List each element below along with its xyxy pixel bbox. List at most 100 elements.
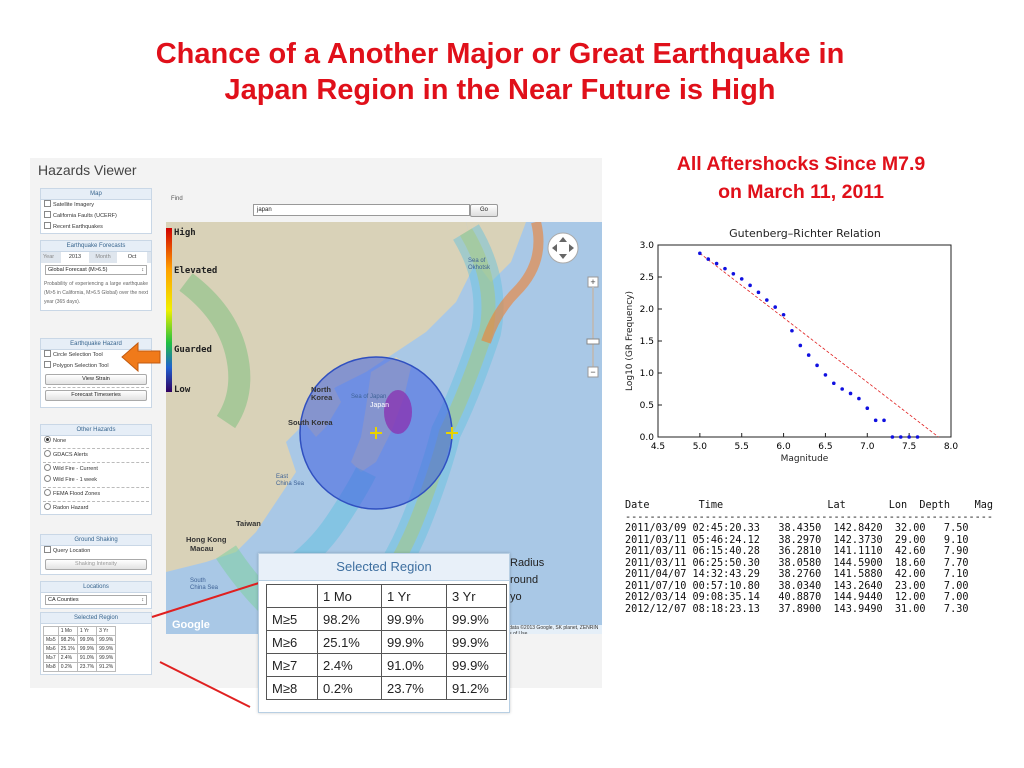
data-point [915,435,920,439]
circle-radius-handle[interactable] [446,427,458,439]
plot-frame [657,244,952,438]
gdacs-option[interactable]: GDACS Alerts [41,450,151,461]
table-row: 2011/03/09 02:45:20.33 38.4350 142.8420 … [625,523,969,534]
data-point [739,277,744,281]
table-row: 2011/03/11 06:15:40.28 36.2810 141.1110 … [625,546,969,557]
radio-icon[interactable] [44,489,51,496]
forecast-select[interactable]: Global Forecast (M>6.5) [45,265,147,275]
divider [43,448,149,449]
table-row: 2011/04/07 14:32:43.29 38.2760 141.5880 … [625,569,969,580]
y-tick-label: 3.0 [640,241,655,251]
wildfire-current-option[interactable]: Wild Fire - Current [41,464,151,475]
checkbox-icon[interactable] [44,361,51,368]
divider [43,387,149,388]
x-tick-label: 6.5 [818,442,832,452]
california-faults-option[interactable]: California Faults (UCERF) [41,211,151,222]
table-row: 2012/12/07 08:18:23.13 37.8900 143.9490 … [625,603,969,615]
data-point [898,435,903,439]
circle-selection-tool[interactable]: Circle Selection Tool [41,350,151,361]
x-axis-label: Magnitude [781,454,829,464]
map-canvas: + − [166,222,600,634]
radio-icon[interactable] [44,475,51,482]
table-cell: 99.9% [446,607,507,631]
table-cell: M≥5 [266,607,318,631]
month-value[interactable]: Oct [117,252,147,263]
table-row: M≥6 25.1% 99.9% 99.9% [266,630,507,654]
table-row: 2011/07/10 00:57:10.80 38.0340 143.2640 … [625,580,969,592]
divider [43,487,149,488]
fit-line [699,253,939,438]
data-point [781,312,786,317]
forecast-panel: Earthquake Forecasts Year 2013 Month Oct… [40,240,152,311]
radio-icon[interactable] [44,503,51,510]
table-row: M≥5 98.2% 99.9% 99.9% [266,607,507,631]
y-tick-label: 1.0 [640,369,655,379]
option-label: None [53,438,67,444]
year-month-row: Year 2013 Month Oct [41,252,151,263]
orange-arrow-icon [121,341,161,373]
query-location-option[interactable]: Query Location [41,546,151,557]
aftershocks-title-line2: on March 11, 2011 [718,181,884,203]
go-button[interactable]: Go [470,204,498,217]
selected-region-title: Selected Region [259,554,509,581]
pan-control[interactable] [547,232,579,264]
hazard-map[interactable]: + − High Elevated Guarded Low North Kore… [166,222,602,634]
recent-earthquakes-option[interactable]: Recent Earthquakes [41,222,151,233]
checkbox-icon[interactable] [44,222,51,229]
data-point [882,418,886,423]
find-input[interactable]: japan [253,204,470,216]
checkbox-icon[interactable] [44,546,51,553]
partial-text-line: round [510,574,539,586]
selected-region-panel: Selected Region 1 Mo 1 Yr 3 Yr M≥5 98.2%… [258,553,510,713]
data-point [731,272,736,276]
table-cell: M≥7 [266,653,318,677]
view-strain-button[interactable]: View Strain [45,374,147,385]
selected-region-small-header: Selected Region [41,613,151,624]
table-cell: 99.9% [381,607,447,631]
polygon-selection-tool[interactable]: Polygon Selection Tool [41,361,151,372]
map-attribution[interactable]: Map data ©2013 Google, SK planet, ZENRIN… [496,625,602,634]
selected-region-small-panel: Selected Region 1 Mo 1 Yr 3 Yr M≥5 98.2% 99.… [40,612,152,675]
legend-high: High [174,228,196,238]
other-hazards-panel: Other Hazards None GDACS Alerts Wild Fir… [40,424,152,515]
wildfire-week-option[interactable]: Wild Fire - 1 week [41,475,151,486]
option-label: California Faults (UCERF) [53,213,117,219]
data-point [756,290,761,295]
option-label: Wild Fire - Current [53,466,98,472]
divider [43,462,149,463]
checkbox-icon[interactable] [44,211,51,218]
satellite-imagery-option[interactable]: Satellite Imagery [41,200,151,211]
hazards-viewer: Hazards Viewer Map Satellite Imagery Cal… [30,158,602,688]
table-header-cell: 1 Yr [381,584,447,608]
divider [43,501,149,502]
radio-icon[interactable] [44,450,51,457]
chart-title: Gutenberg–Richter Relation [729,227,881,240]
data-point [765,298,769,302]
table-row: M≥7 2.4% 91.0% 99.9% [266,653,507,677]
checkbox-icon[interactable] [44,200,51,207]
forecast-description: Probability of experiencing a large eart… [44,281,148,305]
table-divider: ----------------------------------------… [625,511,994,523]
table-header-cell: 1 Mo [317,584,382,608]
ground-shaking-panel: Ground Shaking Query Location Shaking In… [40,534,152,575]
zoom-slider-handle[interactable] [586,338,600,345]
y-tick-label: 2.0 [640,305,655,315]
data-point [873,418,878,423]
radio-icon[interactable] [44,464,51,471]
shaking-intensity-button[interactable]: Shaking Intensity [45,559,147,570]
table-row: M≥8 0.2% 23.7% 91.2% [43,662,117,672]
fema-flood-option[interactable]: FEMA Flood Zones [41,489,151,500]
year-value[interactable]: 2013 [61,252,89,263]
none-option[interactable]: None [41,436,151,447]
forecast-timeseries-button[interactable]: Forecast Timeseries [45,390,147,401]
checkbox-icon[interactable] [44,350,51,357]
data-point [798,343,803,348]
radio-icon[interactable] [44,436,51,443]
callout-line-bottom [159,661,251,708]
circle-center-handle[interactable] [370,427,382,439]
zoom-out-button[interactable] [587,366,599,378]
data-point [706,257,711,261]
locations-select[interactable]: CA Counties [45,595,147,605]
month-label: Month [95,254,111,260]
radon-option[interactable]: Radon Hazard [41,503,151,514]
